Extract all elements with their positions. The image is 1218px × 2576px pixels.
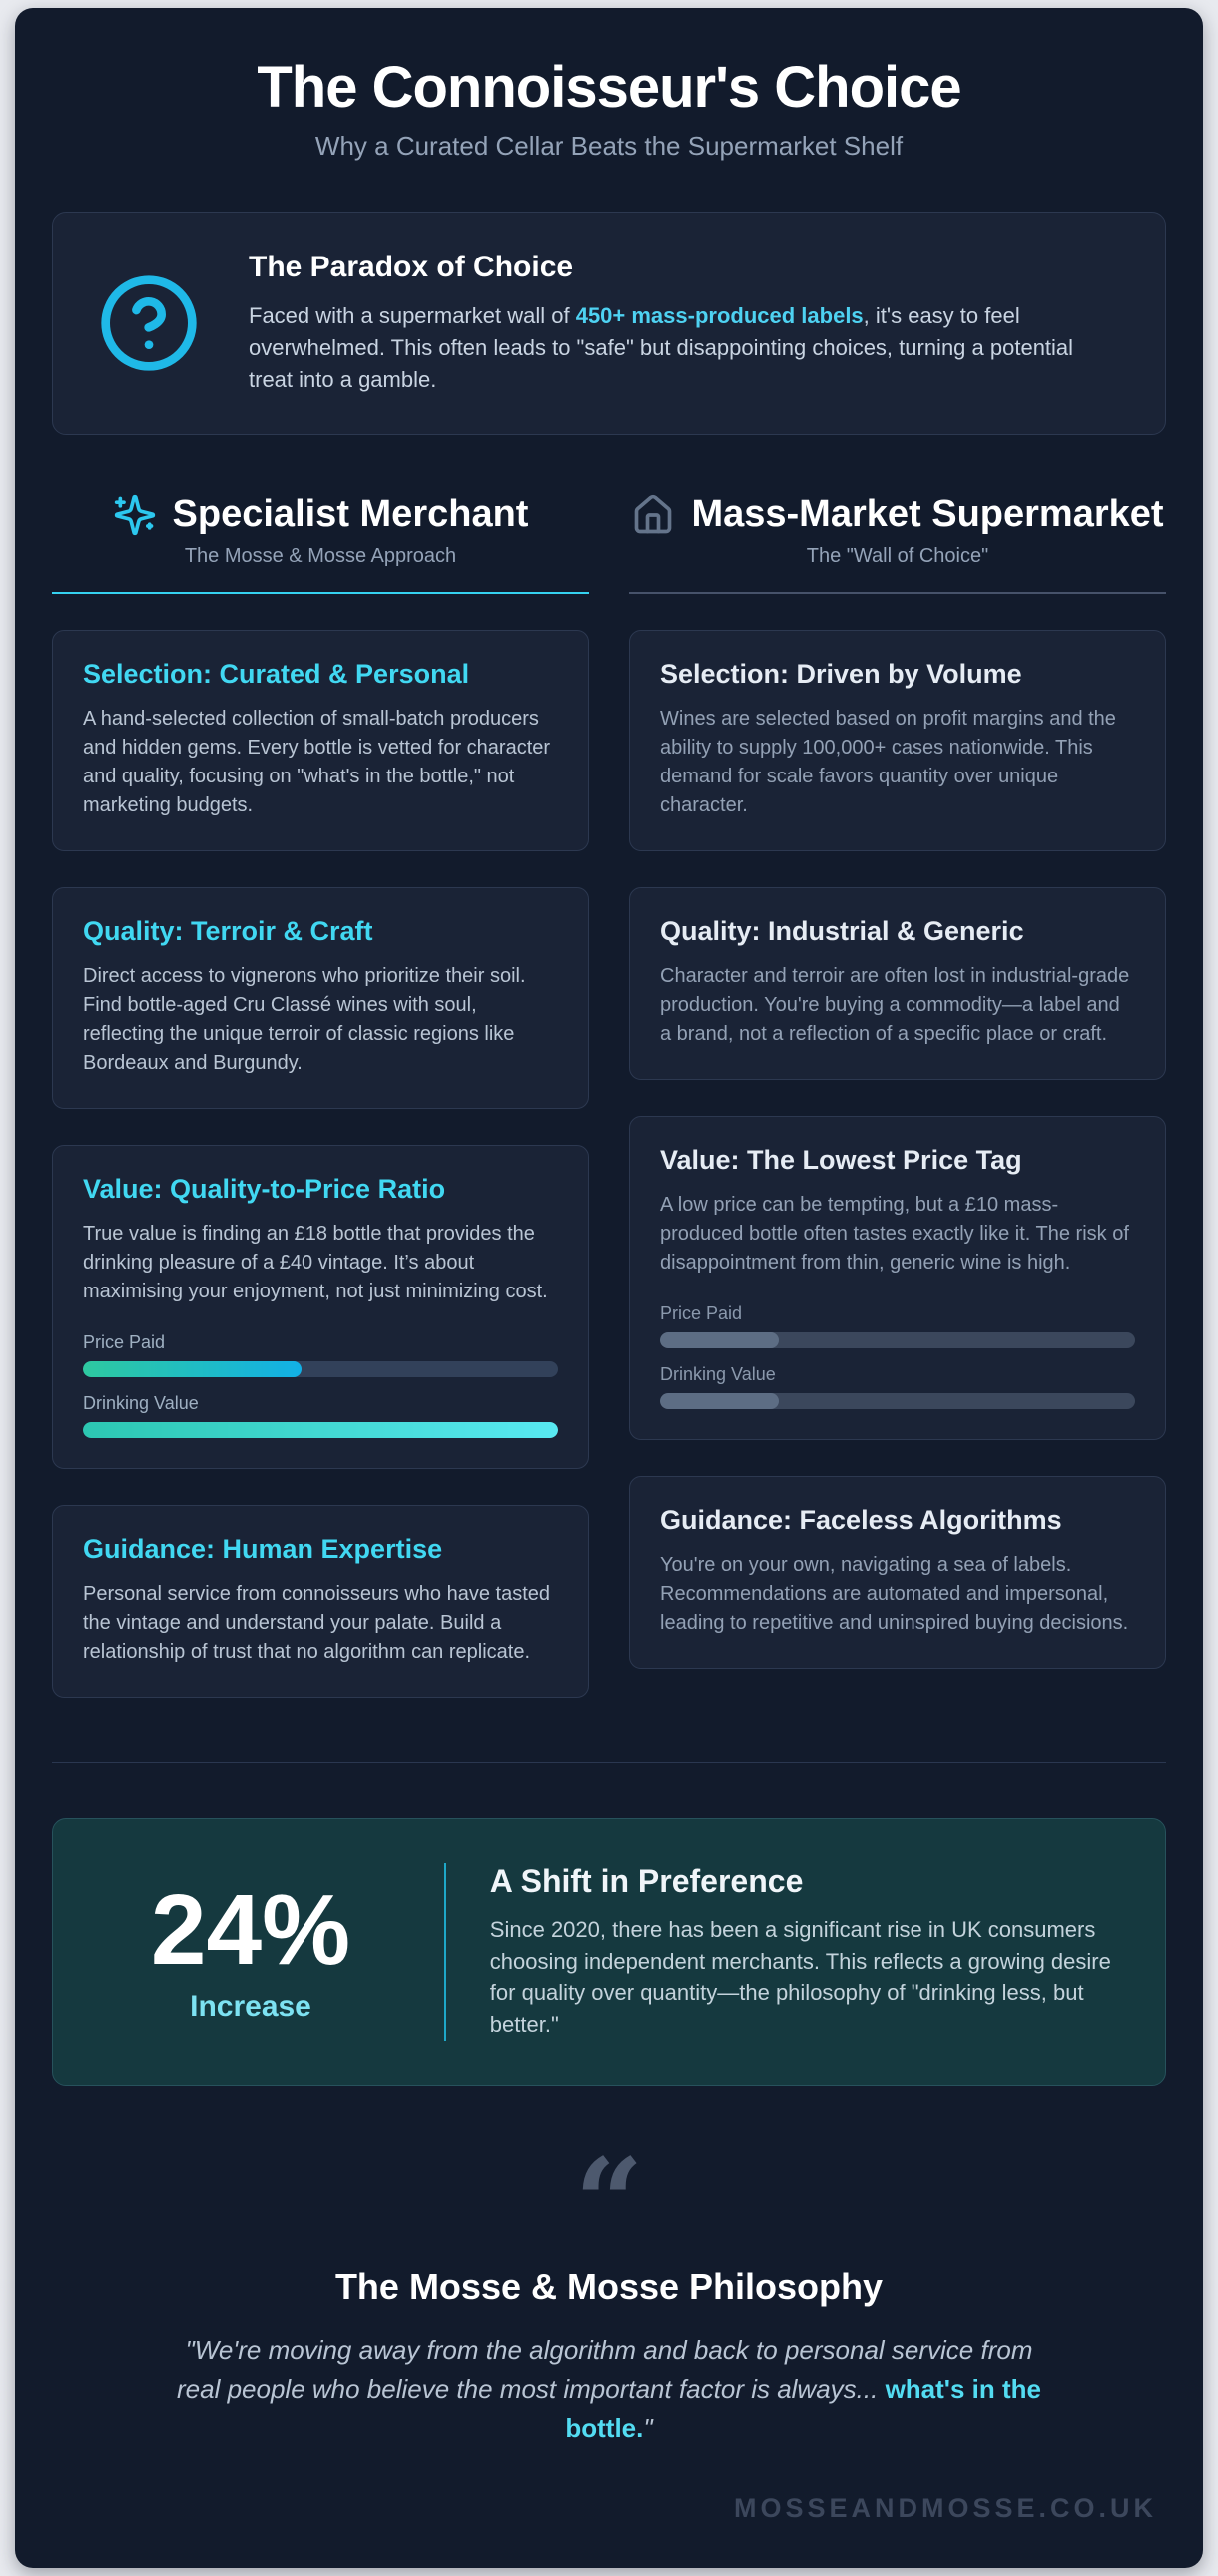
card-value-lowest-price: Value: The Lowest Price Tag A low price … (629, 1115, 1166, 1440)
specialist-column-subtitle: The Mosse & Mosse Approach (184, 544, 457, 567)
card-text: A hand-selected collection of small-batc… (83, 707, 551, 816)
card-selection-curated: Selection: Curated & Personal A hand-sel… (52, 629, 589, 851)
card-guidance-algorithms: Guidance: Faceless Algorithms You're on … (629, 1475, 1166, 1669)
card-title: Quality: Terroir & Craft (83, 915, 373, 946)
drinking-value-bar (660, 1392, 1135, 1409)
drinking-value-bar (83, 1421, 558, 1438)
quote-closing: " (643, 2413, 653, 2444)
card-value-ratio: Value: Quality-to-Price Ratio True value… (52, 1144, 589, 1469)
drinking-value-label: Drinking Value (660, 1363, 776, 1384)
card-quality-terroir: Quality: Terroir & Craft Direct access t… (52, 886, 589, 1109)
mass-market-column-subtitle: The "Wall of Choice" (806, 544, 989, 567)
stat-text: Since 2020, there has been a significant… (489, 1916, 1111, 2038)
stat-description: A Shift in Preference Since 2020, there … (490, 1863, 1117, 2042)
paradox-body: The Paradox of Choice Faced with a super… (249, 251, 1077, 396)
stat-title: A Shift in Preference (489, 1862, 804, 1899)
stat-label: Increase (190, 1989, 311, 2023)
drinking-value-label: Drinking Value (83, 1392, 199, 1413)
column-specialist-merchant: Specialist Merchant The Mosse & Mosse Ap… (52, 493, 589, 1698)
sparkles-icon (113, 493, 157, 537)
price-paid-fill (83, 1360, 302, 1377)
paradox-text: Faced with a supermarket wall of 450+ ma… (249, 300, 1077, 396)
paradox-text-before: Faced with a supermarket wall of (249, 303, 576, 328)
paradox-text-after: , it's easy to feel overwhelmed. This of… (249, 303, 1074, 392)
card-guidance-human: Guidance: Human Expertise Personal servi… (52, 1504, 589, 1698)
drinking-value-fill (660, 1392, 779, 1409)
drinking-value-fill (83, 1421, 558, 1438)
paradox-highlight: 450+ mass-produced labels (575, 303, 864, 328)
philosophy-quote: "We're moving away from the algorithm an… (170, 2331, 1048, 2448)
price-paid-label: Price Paid (83, 1331, 166, 1352)
card-title: Value: The Lowest Price Tag (660, 1144, 1022, 1175)
price-paid-bar (83, 1360, 558, 1377)
section-divider (52, 1761, 1166, 1763)
column-mass-market: Mass-Market Supermarket The "Wall of Cho… (629, 493, 1166, 1669)
card-title: Selection: Driven by Volume (660, 658, 1022, 689)
philosophy-section: “ The Mosse & Mosse Philosophy "We're mo… (52, 2132, 1166, 2524)
infographic-poster: The Connoisseur's Choice Why a Curated C… (15, 8, 1203, 2569)
value-bars: Price Paid Drinking Value (660, 1303, 1135, 1409)
card-text: You're on your own, navigating a sea of … (660, 1553, 1129, 1634)
card-text: Personal service from connoisseurs who h… (83, 1582, 551, 1663)
page-header: The Connoisseur's Choice Why a Curated C… (52, 54, 1166, 162)
paradox-card: The Paradox of Choice Faced with a super… (52, 212, 1166, 435)
philosophy-title: The Mosse & Mosse Philosophy (334, 2266, 884, 2308)
card-text: Direct access to vignerons who prioritiz… (83, 964, 526, 1074)
price-paid-fill (660, 1331, 779, 1348)
card-text: True value is finding an £18 bottle that… (83, 1222, 548, 1302)
card-title: Selection: Curated & Personal (83, 658, 470, 689)
card-title: Value: Quality-to-Price Ratio (83, 1173, 446, 1204)
specialist-column-title: Specialist Merchant (172, 492, 529, 535)
stat-divider-line (444, 1862, 446, 2042)
home-icon (631, 493, 675, 537)
question-mark-icon (97, 271, 201, 375)
card-quality-industrial: Quality: Industrial & Generic Character … (629, 886, 1166, 1080)
paradox-title: The Paradox of Choice (249, 251, 574, 283)
card-text: A low price can be tempting, but a £10 m… (660, 1193, 1129, 1274)
card-title: Quality: Industrial & Generic (660, 915, 1024, 946)
mass-market-column-header: Mass-Market Supermarket The "Wall of Cho… (629, 493, 1166, 594)
value-bars: Price Paid Drinking Value (83, 1332, 558, 1438)
card-title: Guidance: Faceless Algorithms (660, 1504, 1062, 1535)
quote-icon: “ (574, 2132, 644, 2274)
card-title: Guidance: Human Expertise (83, 1533, 443, 1564)
price-paid-bar (660, 1331, 1135, 1348)
comparison-columns: Specialist Merchant The Mosse & Mosse Ap… (52, 493, 1166, 1698)
price-paid-label: Price Paid (660, 1302, 743, 1323)
card-text: Character and terroir are often lost in … (660, 964, 1130, 1045)
card-selection-volume: Selection: Driven by Volume Wines are se… (629, 629, 1166, 851)
stat-figure: 24% Increase (101, 1880, 400, 2024)
page-title: The Connoisseur's Choice (257, 55, 961, 120)
card-text: Wines are selected based on profit margi… (660, 707, 1116, 816)
stat-value: 24% (150, 1873, 351, 1986)
site-watermark: MOSSEANDMOSSE.CO.UK (733, 2493, 1157, 2524)
page-subtitle: Why a Curated Cellar Beats the Supermark… (314, 131, 904, 161)
stat-card: 24% Increase A Shift in Preference Since… (52, 1817, 1166, 2087)
specialist-column-header: Specialist Merchant The Mosse & Mosse Ap… (52, 493, 589, 594)
mass-market-column-title: Mass-Market Supermarket (691, 492, 1164, 535)
